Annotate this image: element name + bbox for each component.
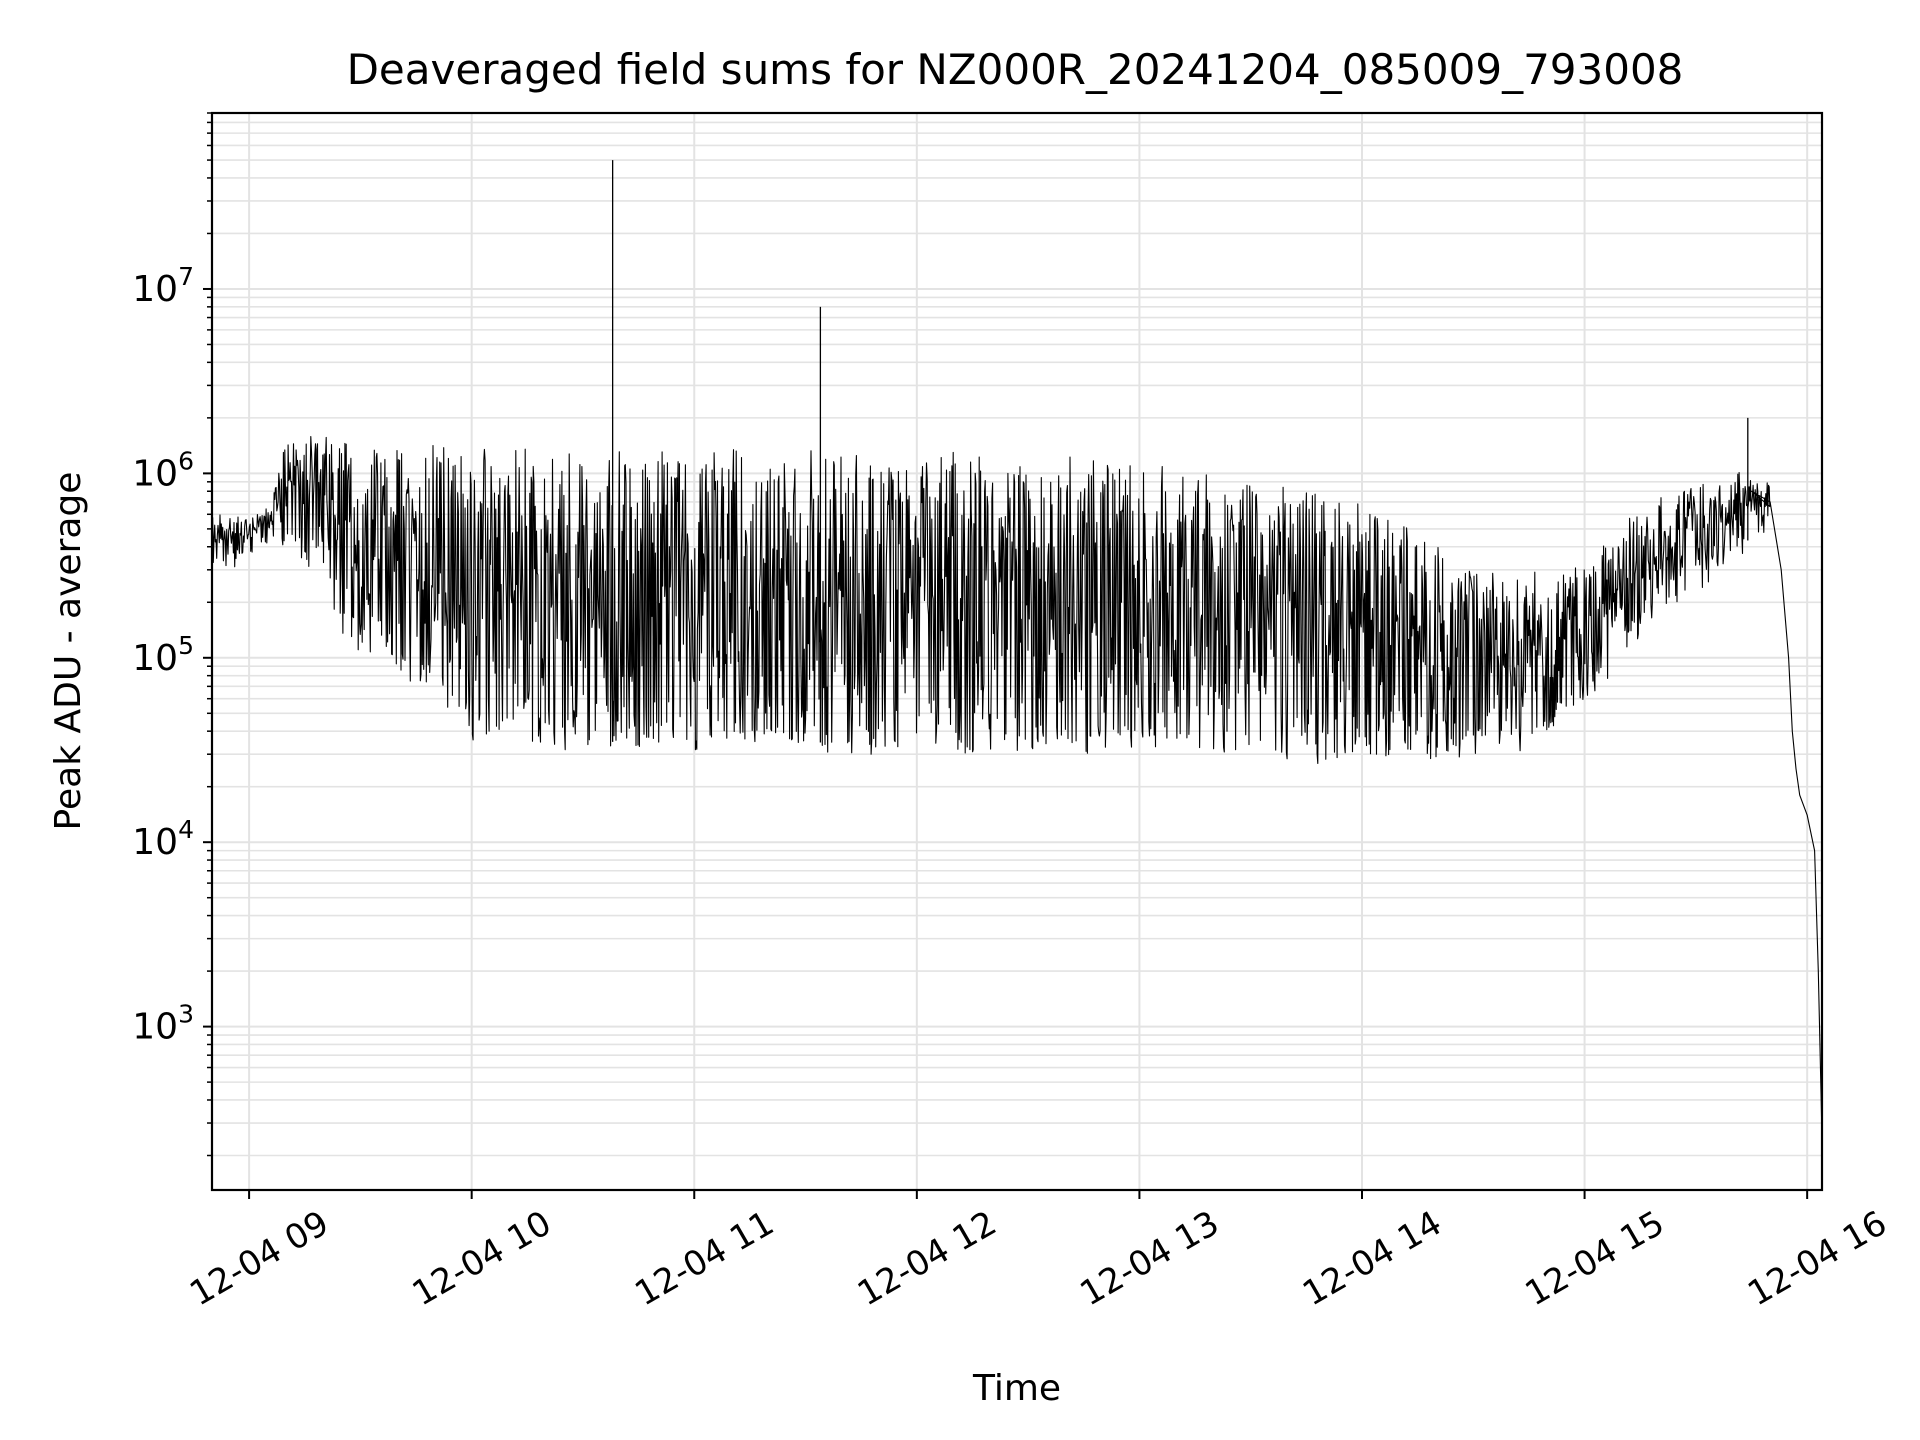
x-tick-label: 12-04 14 <box>1296 1203 1448 1314</box>
y-tick-label: 103 <box>132 1000 194 1048</box>
x-tick-label: 12-04 09 <box>183 1203 335 1314</box>
y-axis: 103 104 105 106 107 <box>132 112 212 1157</box>
y-axis-label: Peak ADU - average <box>48 472 89 831</box>
x-axis-label: Time <box>972 1368 1061 1409</box>
series-layer <box>211 160 1823 1138</box>
x-tick-label: 12-04 10 <box>406 1203 558 1314</box>
y-tick-label: 107 <box>132 262 194 310</box>
series-line <box>211 436 1823 1138</box>
x-tick-label: 12-04 11 <box>628 1203 780 1314</box>
x-tick-label: 12-04 15 <box>1519 1203 1671 1314</box>
y-tick-label: 105 <box>132 631 194 679</box>
chart-title: Deaveraged field sums for NZ000R_2024120… <box>347 45 1684 94</box>
x-tick-label: 12-04 12 <box>851 1203 1003 1314</box>
x-tick-label: 12-04 16 <box>1741 1203 1893 1314</box>
y-tick-label: 106 <box>132 446 194 494</box>
x-tick-label: 12-04 13 <box>1074 1203 1226 1314</box>
y-tick-label: 104 <box>132 815 194 863</box>
x-axis: 12-04 09 12-04 10 12-04 11 12-04 12 12-04 13… <box>183 1190 1894 1314</box>
plot-frame <box>210 111 1824 1192</box>
